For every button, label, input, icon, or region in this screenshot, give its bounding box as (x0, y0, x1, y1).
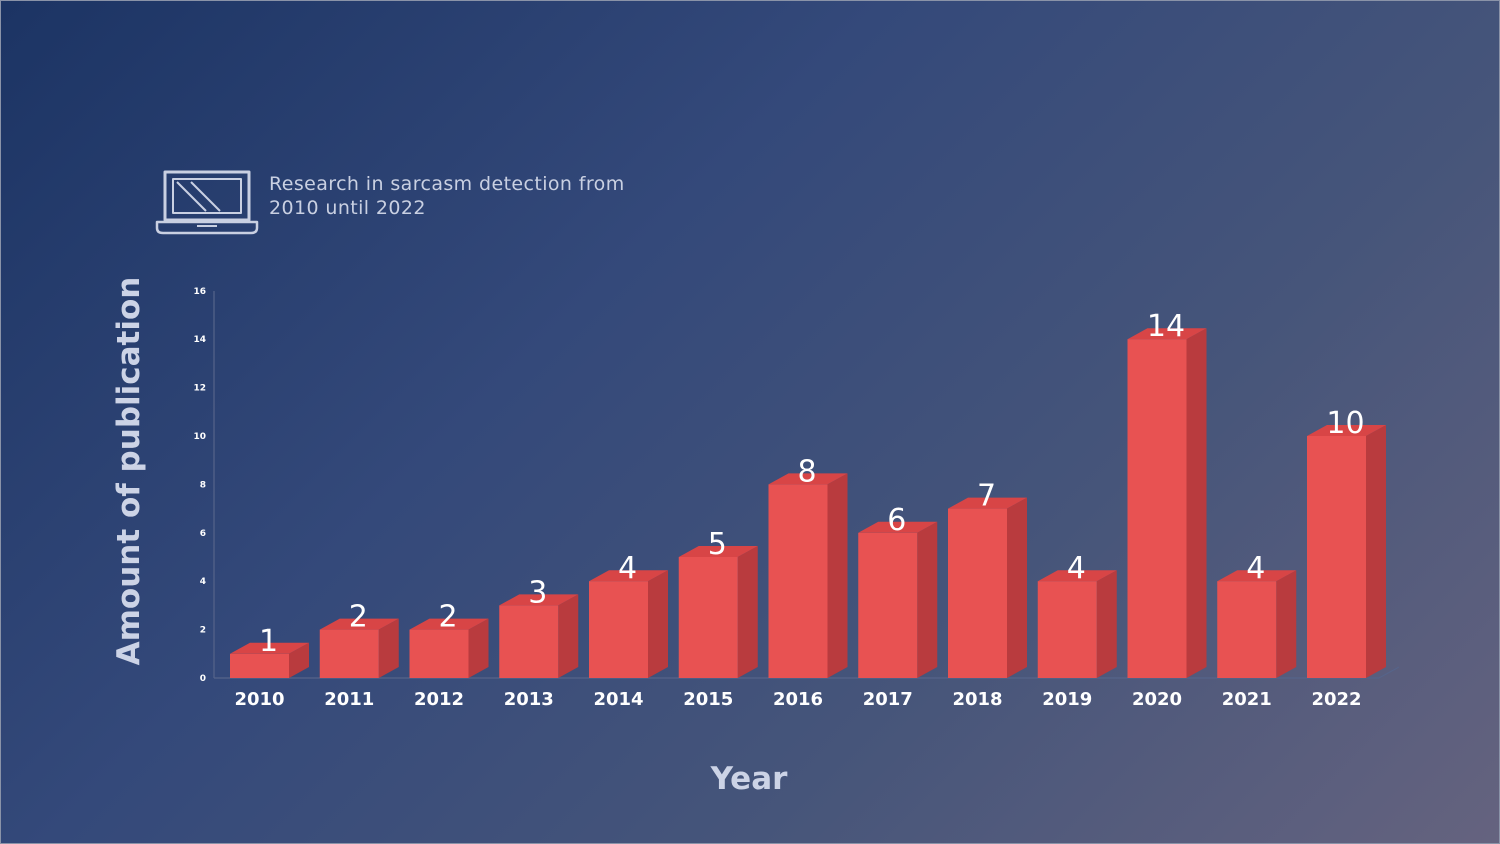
category-label: 2018 (952, 689, 1002, 710)
bar-side-face (378, 618, 399, 678)
bar-front-face (499, 605, 559, 678)
bars (230, 328, 1386, 678)
bar-front-face (319, 629, 379, 678)
value-label: 4 (1246, 551, 1265, 586)
bar-side-face (1366, 425, 1386, 678)
bar-side-face (289, 642, 309, 678)
bar-side-face (1007, 497, 1027, 678)
value-label: 14 (1147, 309, 1185, 344)
bar (230, 642, 309, 678)
bar-front-face (1217, 581, 1277, 678)
y-tick-label: 6 (200, 529, 206, 539)
value-label: 2 (349, 600, 368, 635)
value-label: 1 (259, 624, 278, 659)
bar-top-face (678, 546, 758, 557)
category-label: 2019 (1042, 689, 1092, 710)
category-label: 2016 (773, 689, 823, 710)
category-label: 2010 (234, 689, 284, 710)
bar (319, 618, 399, 678)
chart-title-line-1: Research in sarcasm detection from (269, 173, 625, 195)
bar-top-face (858, 521, 938, 533)
bar-top-face (319, 618, 399, 630)
category-label: 2011 (324, 689, 374, 710)
bar-top-face (1217, 570, 1297, 582)
bar-front-face (409, 629, 469, 678)
bar-front-face (589, 581, 648, 678)
bar (1307, 425, 1386, 678)
bar (678, 546, 758, 678)
y-tick-label: 4 (200, 577, 206, 587)
category-label: 2015 (683, 689, 733, 710)
floor-depth-line (1378, 666, 1400, 679)
bar-top-face (230, 642, 309, 654)
category-label: 2017 (863, 689, 913, 710)
bar-side-face (827, 473, 848, 678)
value-label: 10 (1326, 406, 1364, 441)
bar-top-face (589, 570, 668, 582)
bar-front-face (230, 653, 289, 678)
bar (409, 618, 489, 678)
y-tick-label: 8 (200, 480, 206, 490)
bar (768, 473, 848, 678)
category-label: 2012 (414, 689, 464, 710)
bar-front-face (1127, 339, 1187, 678)
bar (858, 521, 938, 678)
chart-title-line-2: 2010 until 2022 (269, 197, 426, 219)
value-labels: 1 2 2 3 4 5 8 6 7 4 14 4 10 (259, 309, 1365, 659)
value-label: 6 (887, 503, 906, 538)
x-axis-title: Year (710, 761, 789, 797)
bar-front-face (768, 484, 828, 678)
value-label: 2 (438, 600, 457, 635)
bar (1127, 328, 1207, 678)
y-tick-label: 16 (193, 287, 206, 297)
bar-top-face (499, 594, 579, 606)
bar (499, 594, 579, 678)
bar-front-face (1307, 436, 1366, 678)
bar-side-face (1276, 570, 1297, 678)
category-label: 2014 (593, 689, 643, 710)
category-label: 2022 (1311, 689, 1361, 710)
y-tick-label: 0 (200, 674, 206, 684)
value-label: 4 (1067, 551, 1086, 586)
y-tick-label: 14 (193, 335, 206, 345)
bar (1217, 570, 1297, 678)
value-label: 5 (708, 527, 727, 562)
value-label: 3 (528, 575, 547, 610)
bar-side-face (558, 594, 579, 678)
bar-side-face (648, 570, 668, 678)
value-label: 4 (618, 551, 637, 586)
value-label: 7 (977, 479, 996, 514)
bar-side-face (737, 546, 758, 678)
bar (948, 497, 1027, 678)
bar-front-face (858, 532, 918, 678)
y-axis-title: Amount of publication (111, 277, 147, 666)
y-ticks: 0 2 4 6 8 10 12 14 16 (193, 287, 206, 684)
value-label: 8 (797, 454, 816, 489)
bar-side-face (917, 521, 938, 678)
bar-top-face (948, 497, 1027, 509)
bar-front-face (948, 508, 1007, 678)
bar-top-face (768, 473, 848, 485)
category-label: 2020 (1132, 689, 1182, 710)
bar-side-face (468, 618, 489, 678)
bar-top-face (1127, 328, 1207, 340)
bar-top-face (1037, 570, 1117, 582)
bar-top-face (1307, 425, 1386, 436)
bar-side-face (1096, 570, 1117, 678)
y-tick-label: 10 (193, 432, 206, 442)
y-tick-label: 12 (193, 384, 206, 394)
category-labels: 2010 2011 2012 2013 2014 2015 2016 2017 2018 2019… (234, 689, 1361, 710)
bar-front-face (678, 557, 738, 678)
category-label: 2021 (1222, 689, 1272, 710)
bar-side-face (1186, 328, 1207, 678)
laptop-icon (155, 170, 259, 235)
bar (1037, 570, 1117, 678)
bar-front-face (1037, 581, 1097, 678)
y-tick-label: 2 (200, 626, 206, 636)
bar (589, 570, 668, 678)
bar-top-face (409, 618, 489, 630)
category-label: 2013 (504, 689, 554, 710)
